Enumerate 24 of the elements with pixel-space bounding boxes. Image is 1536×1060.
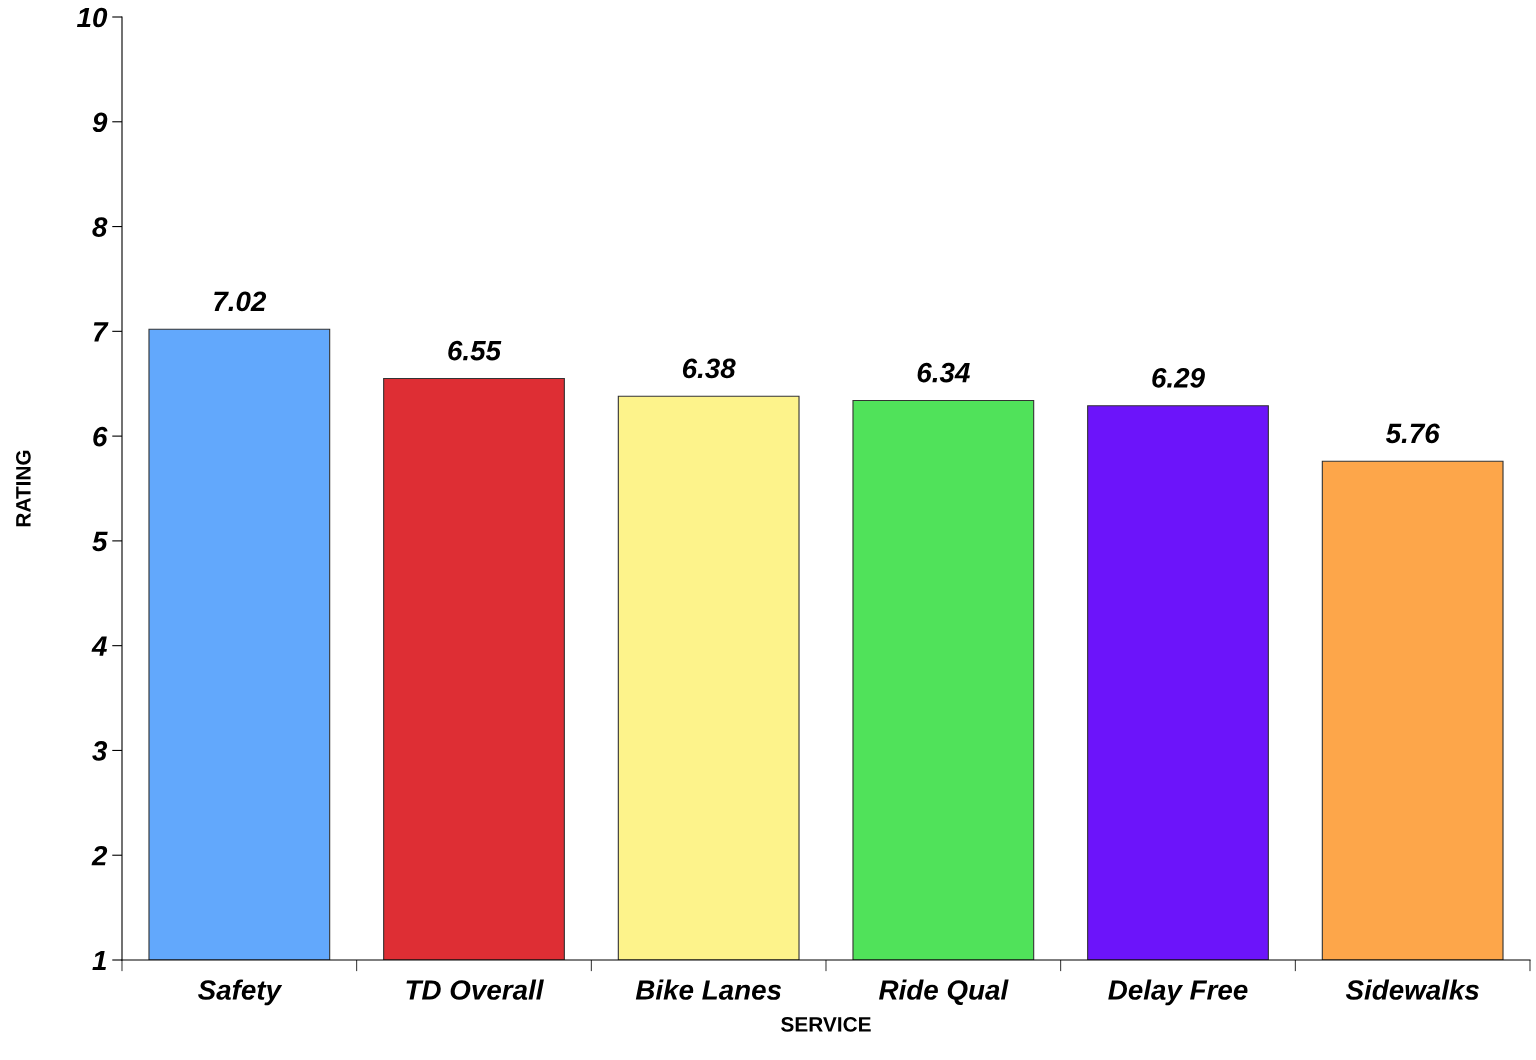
y-tick-label: 7 [93, 322, 109, 342]
x-tick-label: Ride Qual [879, 979, 1009, 1005]
y-tick-label: 6 [93, 426, 108, 447]
y-tick-label: 8 [92, 217, 108, 237]
y-tick-label: 2 [91, 845, 108, 866]
x-axis-title: SERVICE [781, 1017, 871, 1032]
data-label: 6.29 [1152, 367, 1205, 388]
x-tick-label: Bike Lanes [635, 979, 782, 1000]
y-tick-label: 10 [76, 7, 108, 28]
x-tick-label: TD Overall [406, 979, 544, 1000]
data-label: 6.55 [448, 340, 502, 361]
data-label: 6.34 [917, 362, 970, 383]
y-axis-title: RATING [15, 450, 31, 527]
data-label: 6.38 [682, 358, 736, 379]
y-tick-label: 5 [92, 531, 108, 552]
x-tick-label: Delay Free [1108, 979, 1248, 1006]
data-label: 5.76 [1385, 423, 1440, 444]
y-tick-label: 9 [92, 112, 108, 133]
y-tick-label: 1 [92, 950, 106, 971]
y-tick-label: 4 [91, 636, 107, 656]
y-tick-label: 3 [92, 741, 108, 761]
data-label: 7.02 [214, 291, 267, 312]
x-tick-label: Safety [197, 979, 283, 1006]
x-tick-label: Sidewalks [1345, 979, 1479, 1000]
